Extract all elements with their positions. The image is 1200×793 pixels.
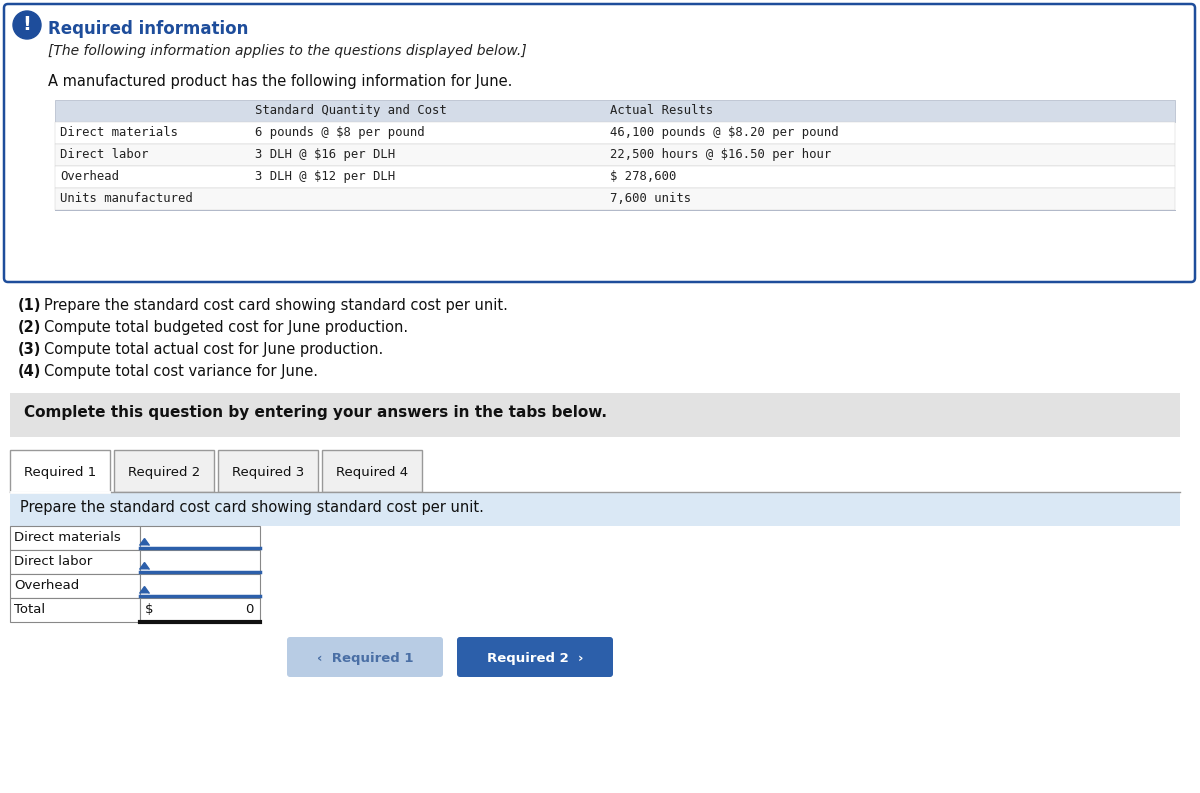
Bar xyxy=(55,144,1175,166)
Text: $: $ xyxy=(145,603,154,616)
Text: Overhead: Overhead xyxy=(60,170,119,183)
FancyBboxPatch shape xyxy=(322,450,422,492)
Text: Required information: Required information xyxy=(48,20,248,38)
Text: Total: Total xyxy=(14,603,46,616)
Bar xyxy=(10,598,140,622)
Text: Required 2  ›: Required 2 › xyxy=(487,652,583,665)
Bar xyxy=(140,598,260,622)
Text: Prepare the standard cost card showing standard cost per unit.: Prepare the standard cost card showing s… xyxy=(20,500,484,515)
Text: Required 4: Required 4 xyxy=(336,466,408,479)
Text: Complete this question by entering your answers in the tabs below.: Complete this question by entering your … xyxy=(24,405,607,420)
Text: Required 1: Required 1 xyxy=(24,466,96,479)
Bar xyxy=(10,492,1180,526)
Text: Prepare the standard cost card showing standard cost per unit.: Prepare the standard cost card showing s… xyxy=(44,298,508,313)
Text: 22,500 hours @ $16.50 per hour: 22,500 hours @ $16.50 per hour xyxy=(610,148,832,161)
Text: A manufactured product has the following information for June.: A manufactured product has the following… xyxy=(48,74,512,89)
Bar xyxy=(10,574,140,598)
Bar xyxy=(55,100,1175,122)
Bar xyxy=(10,393,1180,437)
Text: Compute total actual cost for June production.: Compute total actual cost for June produ… xyxy=(44,342,383,357)
Text: 6 pounds @ $8 per pound: 6 pounds @ $8 per pound xyxy=(256,126,425,139)
Text: 46,100 pounds @ $8.20 per pound: 46,100 pounds @ $8.20 per pound xyxy=(610,126,839,139)
Text: Compute total budgeted cost for June production.: Compute total budgeted cost for June pro… xyxy=(44,320,408,335)
Text: [The following information applies to the questions displayed below.]: [The following information applies to th… xyxy=(48,44,527,58)
Text: Required 3: Required 3 xyxy=(232,466,304,479)
Bar xyxy=(55,166,1175,188)
Text: 3 DLH @ $12 per DLH: 3 DLH @ $12 per DLH xyxy=(256,170,395,183)
Bar xyxy=(140,574,260,598)
Text: 7,600 units: 7,600 units xyxy=(610,192,691,205)
Text: Direct materials: Direct materials xyxy=(14,531,121,544)
Bar xyxy=(10,550,140,574)
Text: ‹  Required 1: ‹ Required 1 xyxy=(317,652,413,665)
Text: 3 DLH @ $16 per DLH: 3 DLH @ $16 per DLH xyxy=(256,148,395,161)
Bar xyxy=(55,188,1175,210)
FancyBboxPatch shape xyxy=(10,450,110,492)
FancyBboxPatch shape xyxy=(218,450,318,492)
Text: Units manufactured: Units manufactured xyxy=(60,192,193,205)
FancyBboxPatch shape xyxy=(287,637,443,677)
Text: (2): (2) xyxy=(18,320,41,335)
Text: (3): (3) xyxy=(18,342,41,357)
Text: Overhead: Overhead xyxy=(14,579,79,592)
Bar xyxy=(10,526,140,550)
Text: Compute total cost variance for June.: Compute total cost variance for June. xyxy=(44,364,318,379)
FancyBboxPatch shape xyxy=(114,450,214,492)
Bar xyxy=(140,550,260,574)
Circle shape xyxy=(13,11,41,39)
Text: $ 278,600: $ 278,600 xyxy=(610,170,677,183)
Text: Actual Results: Actual Results xyxy=(610,104,713,117)
Bar xyxy=(55,122,1175,144)
Bar xyxy=(140,526,260,550)
FancyBboxPatch shape xyxy=(457,637,613,677)
Text: (1): (1) xyxy=(18,298,42,313)
Text: Required 2: Required 2 xyxy=(128,466,200,479)
Text: (4): (4) xyxy=(18,364,41,379)
Text: Direct materials: Direct materials xyxy=(60,126,178,139)
Text: 0: 0 xyxy=(246,603,254,616)
FancyBboxPatch shape xyxy=(4,4,1195,282)
Text: Direct labor: Direct labor xyxy=(14,555,92,568)
Text: Direct labor: Direct labor xyxy=(60,148,149,161)
Text: Standard Quantity and Cost: Standard Quantity and Cost xyxy=(256,104,446,117)
Text: !: ! xyxy=(23,16,31,35)
